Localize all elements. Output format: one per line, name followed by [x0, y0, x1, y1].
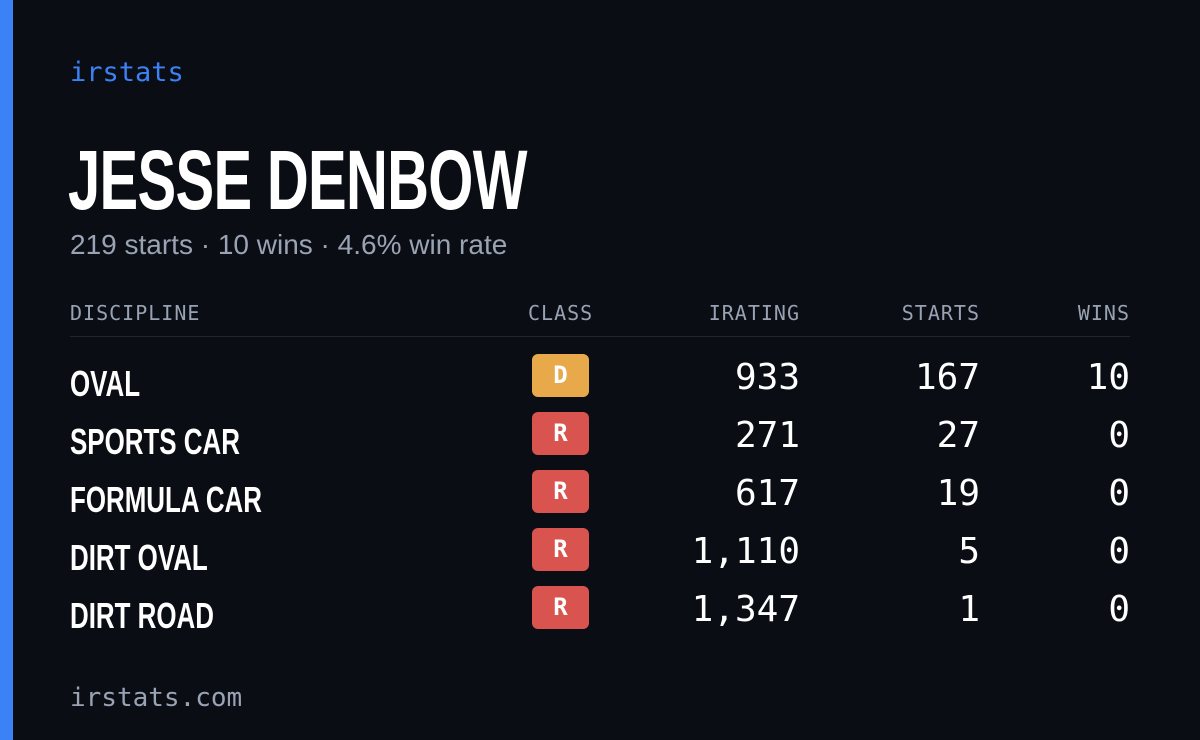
irating-value: 933 — [734, 357, 800, 398]
header-class: CLASS — [528, 301, 594, 325]
starts-value: 19 — [936, 473, 980, 514]
class-badge: R — [532, 528, 589, 571]
class-badge: R — [532, 586, 589, 629]
accent-bar — [0, 0, 13, 740]
header-wins: WINS — [1077, 301, 1130, 325]
wins-value: 0 — [1108, 531, 1130, 572]
table-row: DIRT ROAD R 1,347 1 0 — [70, 582, 1130, 640]
starts-value: 27 — [936, 415, 980, 456]
header-divider — [70, 336, 1130, 337]
player-summary: 219 starts · 10 wins · 4.6% win rate — [70, 229, 508, 260]
starts-value: 1 — [958, 589, 980, 630]
header-discipline: DISCIPLINE — [70, 301, 201, 325]
table-row: OVAL D 933 167 10 — [70, 350, 1130, 408]
starts-value: 5 — [958, 531, 980, 572]
discipline-label: DIRT ROAD — [70, 595, 214, 636]
irating-value: 271 — [734, 415, 800, 456]
wins-value: 0 — [1108, 589, 1130, 630]
wins-value: 10 — [1086, 357, 1130, 398]
discipline-label: OVAL — [70, 363, 141, 404]
starts-value: 167 — [914, 357, 980, 398]
discipline-label: SPORTS CAR — [70, 421, 240, 462]
brand-logo: irstats — [70, 57, 184, 88]
table-row: SPORTS CAR R 271 27 0 — [70, 408, 1130, 466]
irating-value: 1,110 — [691, 531, 800, 572]
class-badge: D — [532, 354, 589, 397]
header-irating: IRATING — [708, 301, 800, 325]
table-header: DISCIPLINE CLASS IRATING STARTS WINS — [70, 298, 1130, 328]
footer-url: irstats.com — [70, 683, 243, 713]
table-row: DIRT OVAL R 1,110 5 0 — [70, 524, 1130, 582]
discipline-label: DIRT OVAL — [70, 537, 208, 578]
irating-value: 1,347 — [691, 589, 800, 630]
stats-table: OVAL D 933 167 10 SPORTS CAR R 271 27 0 … — [70, 350, 1130, 640]
wins-value: 0 — [1108, 473, 1130, 514]
page-title: JESSE DENBOW — [68, 133, 527, 227]
wins-value: 0 — [1108, 415, 1130, 456]
class-badge: R — [532, 412, 589, 455]
header-starts: STARTS — [901, 301, 980, 325]
class-badge: R — [532, 470, 589, 513]
irating-value: 617 — [734, 473, 800, 514]
discipline-label: FORMULA CAR — [70, 479, 262, 520]
table-row: FORMULA CAR R 617 19 0 — [70, 466, 1130, 524]
